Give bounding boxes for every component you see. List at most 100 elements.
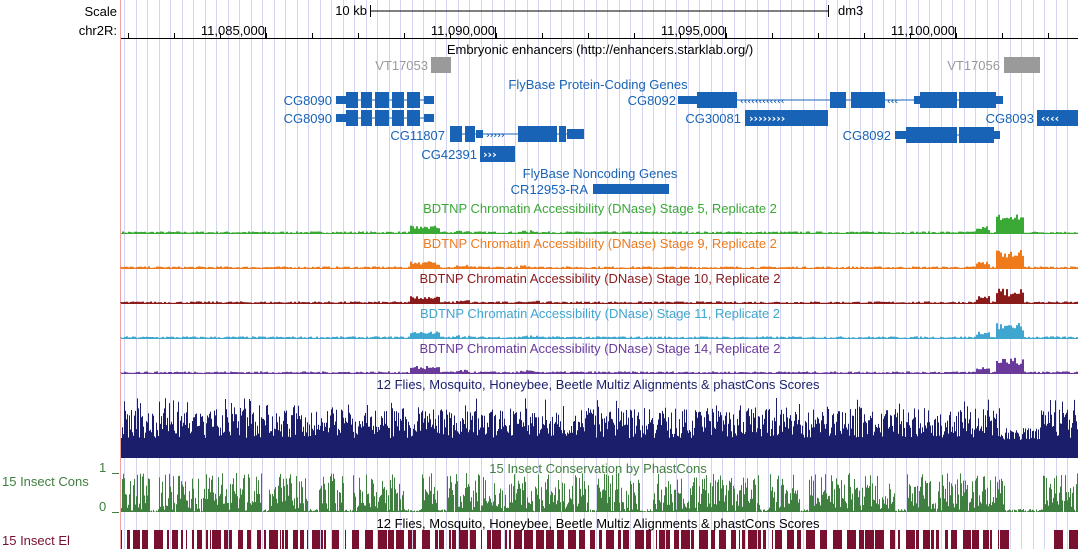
gene-cg8092-exon xyxy=(959,92,996,108)
conserved-element xyxy=(731,530,736,549)
gene-cg8090-2-exon xyxy=(361,110,372,126)
track-title-dnase-stage10: BDTNP Chromatin Accessibility (DNase) St… xyxy=(419,271,781,286)
conserved-element xyxy=(452,530,456,549)
conserved-element xyxy=(945,530,948,549)
conserved-element xyxy=(936,530,939,549)
track-title-dnase-stage11: BDTNP Chromatin Accessibility (DNase) St… xyxy=(419,306,781,321)
dnase-signal xyxy=(120,357,1078,373)
enhancer-label-vt17056[interactable]: VT17056 xyxy=(947,58,1000,73)
gene-label-cg8092[interactable]: CG8092 xyxy=(627,93,676,108)
gene-cg8090-exon xyxy=(336,96,346,104)
conserved-element xyxy=(524,530,533,549)
track-title-dnase-stage9: BDTNP Chromatin Accessibility (DNase) St… xyxy=(423,236,777,251)
phastcons-signal xyxy=(121,473,1078,512)
side-label-insect-el[interactable]: 15 Insect El xyxy=(2,533,70,548)
conserved-element xyxy=(775,530,782,549)
enhancer-feature xyxy=(431,57,451,73)
gene-cg8092-2-exon xyxy=(895,131,906,139)
conserved-element xyxy=(859,530,864,549)
strand-arrows: ‹‹‹‹‹‹‹‹‹‹‹‹ xyxy=(740,97,785,107)
gene-cg11807-exon xyxy=(559,126,566,142)
conserved-element xyxy=(656,530,657,549)
conserved-element xyxy=(719,530,726,549)
conserved-element xyxy=(133,530,140,549)
conserved-element xyxy=(192,530,194,549)
conserved-element xyxy=(787,530,794,549)
conserved-element xyxy=(282,530,284,549)
conserved-element xyxy=(413,530,416,549)
conserved-element xyxy=(536,530,544,549)
gene-label-cg8090-2[interactable]: CG8090 xyxy=(283,111,332,126)
conserved-element xyxy=(568,530,576,549)
conserved-element xyxy=(546,530,554,549)
conserved-element xyxy=(983,530,989,549)
gene-cg30081-exon xyxy=(745,110,828,126)
conserved-element xyxy=(1054,530,1063,549)
gene-label-cg11807[interactable]: CG11807 xyxy=(390,128,445,143)
conserved-element xyxy=(257,530,261,549)
chrom-label: chr2R: xyxy=(78,23,117,38)
gene-cg8092-exon xyxy=(920,92,957,108)
conserved-element xyxy=(758,530,761,549)
conserved-element xyxy=(492,530,501,549)
conserved-element xyxy=(931,530,934,549)
gene-cg8092-exon xyxy=(851,92,885,108)
gene-label-cg8090[interactable]: CG8090 xyxy=(283,93,332,108)
conserved-element xyxy=(599,530,602,549)
conserved-element xyxy=(172,530,178,549)
conserved-element xyxy=(238,530,243,549)
conserved-element xyxy=(439,530,444,549)
gene-cg8090-2-exon xyxy=(375,110,389,126)
conserved-element xyxy=(280,530,281,549)
gene-cg11807-exon xyxy=(465,126,475,142)
conserved-element xyxy=(972,530,979,549)
gene-label-cg8092-2[interactable]: CG8092 xyxy=(842,128,891,143)
conserved-element xyxy=(167,530,169,549)
conserved-element xyxy=(388,530,394,549)
conserved-element xyxy=(590,530,595,549)
gene-label-cg30081[interactable]: CG30081 xyxy=(685,111,741,126)
conserved-element xyxy=(951,530,957,549)
conserved-element xyxy=(514,530,522,549)
conserved-element xyxy=(481,530,482,549)
conserved-element xyxy=(742,530,745,549)
conserved-element xyxy=(121,530,122,549)
gene-label-cg42391[interactable]: CG42391 xyxy=(421,147,477,162)
conserved-element xyxy=(1000,530,1009,549)
track-title-phastcons: 15 Insect Conservation by PhastCons xyxy=(489,461,707,476)
gene-cg11807-exon xyxy=(567,129,584,139)
conserved-element xyxy=(378,530,387,549)
conserved-element xyxy=(229,530,232,549)
conserved-element xyxy=(772,530,773,549)
gene-cg8090-2-exon xyxy=(424,114,434,122)
strand-arrows: ››› xyxy=(483,148,497,161)
gene-label-cr12953[interactable]: CR12953-RA xyxy=(510,182,588,197)
conserved-element xyxy=(833,530,842,549)
conserved-element xyxy=(618,530,621,549)
conserved-element xyxy=(963,530,971,549)
conserved-element xyxy=(422,530,430,549)
gene-cg8093-exon xyxy=(1037,110,1078,126)
conserved-element xyxy=(606,530,614,549)
conserved-element xyxy=(681,530,690,549)
gene-cg8090-exon xyxy=(361,92,372,108)
track-title-multiz: 12 Flies, Mosquito, Honeybee, Beetle Mul… xyxy=(376,377,820,392)
gene-cg8092-exon xyxy=(996,96,1003,104)
conserved-element xyxy=(674,530,679,549)
conserved-element xyxy=(487,530,491,549)
dnase-signal xyxy=(120,323,1078,338)
conserved-element xyxy=(186,530,187,549)
gene-cg8092-exon xyxy=(697,92,737,108)
side-label-insect-cons[interactable]: 15 Insect Cons xyxy=(2,474,89,489)
phastcons-ymin-label: 0 xyxy=(99,499,107,514)
conserved-element xyxy=(847,530,856,549)
conserved-element xyxy=(865,530,874,549)
dnase-signal xyxy=(122,214,1078,233)
gene-label-cg8093[interactable]: CG8093 xyxy=(985,111,1034,126)
conserved-element xyxy=(470,530,476,549)
conserved-element xyxy=(797,530,801,549)
conserved-element xyxy=(206,530,208,549)
conserved-element xyxy=(820,530,827,549)
enhancer-label-vt17053[interactable]: VT17053 xyxy=(375,58,428,73)
conserved-element xyxy=(435,530,438,549)
